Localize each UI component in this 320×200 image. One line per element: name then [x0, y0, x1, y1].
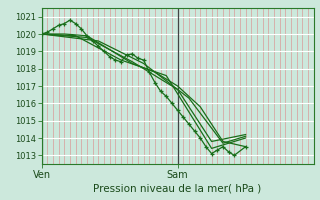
- X-axis label: Pression niveau de la mer( hPa ): Pression niveau de la mer( hPa ): [93, 184, 262, 194]
